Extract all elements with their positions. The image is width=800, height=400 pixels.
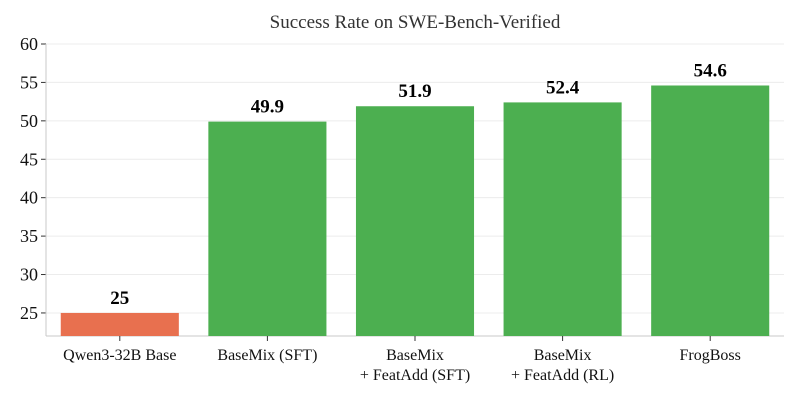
x-tick-label: Qwen3-32B Base (63, 347, 176, 364)
bar (60, 312, 179, 336)
y-tick-label: 30 (20, 265, 38, 285)
y-tick-label: 50 (20, 111, 38, 131)
y-tick-label: 55 (20, 72, 38, 92)
value-label: 52.4 (546, 77, 580, 98)
y-tick-label: 25 (20, 303, 38, 323)
value-label: 54.6 (694, 60, 727, 81)
y-tick-labels: 25 30 35 40 45 50 55 60 (20, 34, 38, 323)
chart-title: Success Rate on SWE-Bench-Verified (270, 12, 561, 33)
value-label: 25 (110, 288, 129, 309)
x-tick-label: BaseMix (SFT) (217, 347, 317, 364)
bar (208, 121, 327, 336)
bar (503, 102, 622, 337)
bars (60, 85, 770, 337)
x-tick-label: BaseMix (534, 347, 592, 364)
bar (651, 85, 770, 336)
y-tick-label: 60 (20, 34, 38, 54)
value-label: 49.9 (251, 97, 284, 118)
value-labels: 25 49.9 51.9 52.4 54.6 (110, 60, 727, 308)
x-tick-label: + FeatAdd (RL) (511, 367, 614, 384)
y-tick-label: 35 (20, 226, 38, 246)
x-tick-label: BaseMix (386, 347, 444, 364)
value-label: 51.9 (398, 81, 431, 102)
x-tick-labels: Qwen3-32B Base BaseMix (SFT) BaseMix + Feat… (63, 347, 741, 384)
y-tick-label: 45 (20, 149, 38, 169)
y-tick-label: 40 (20, 188, 38, 208)
x-tick-label: + FeatAdd (SFT) (360, 367, 470, 384)
bar (355, 106, 475, 337)
x-tick-label: FrogBoss (680, 347, 741, 364)
